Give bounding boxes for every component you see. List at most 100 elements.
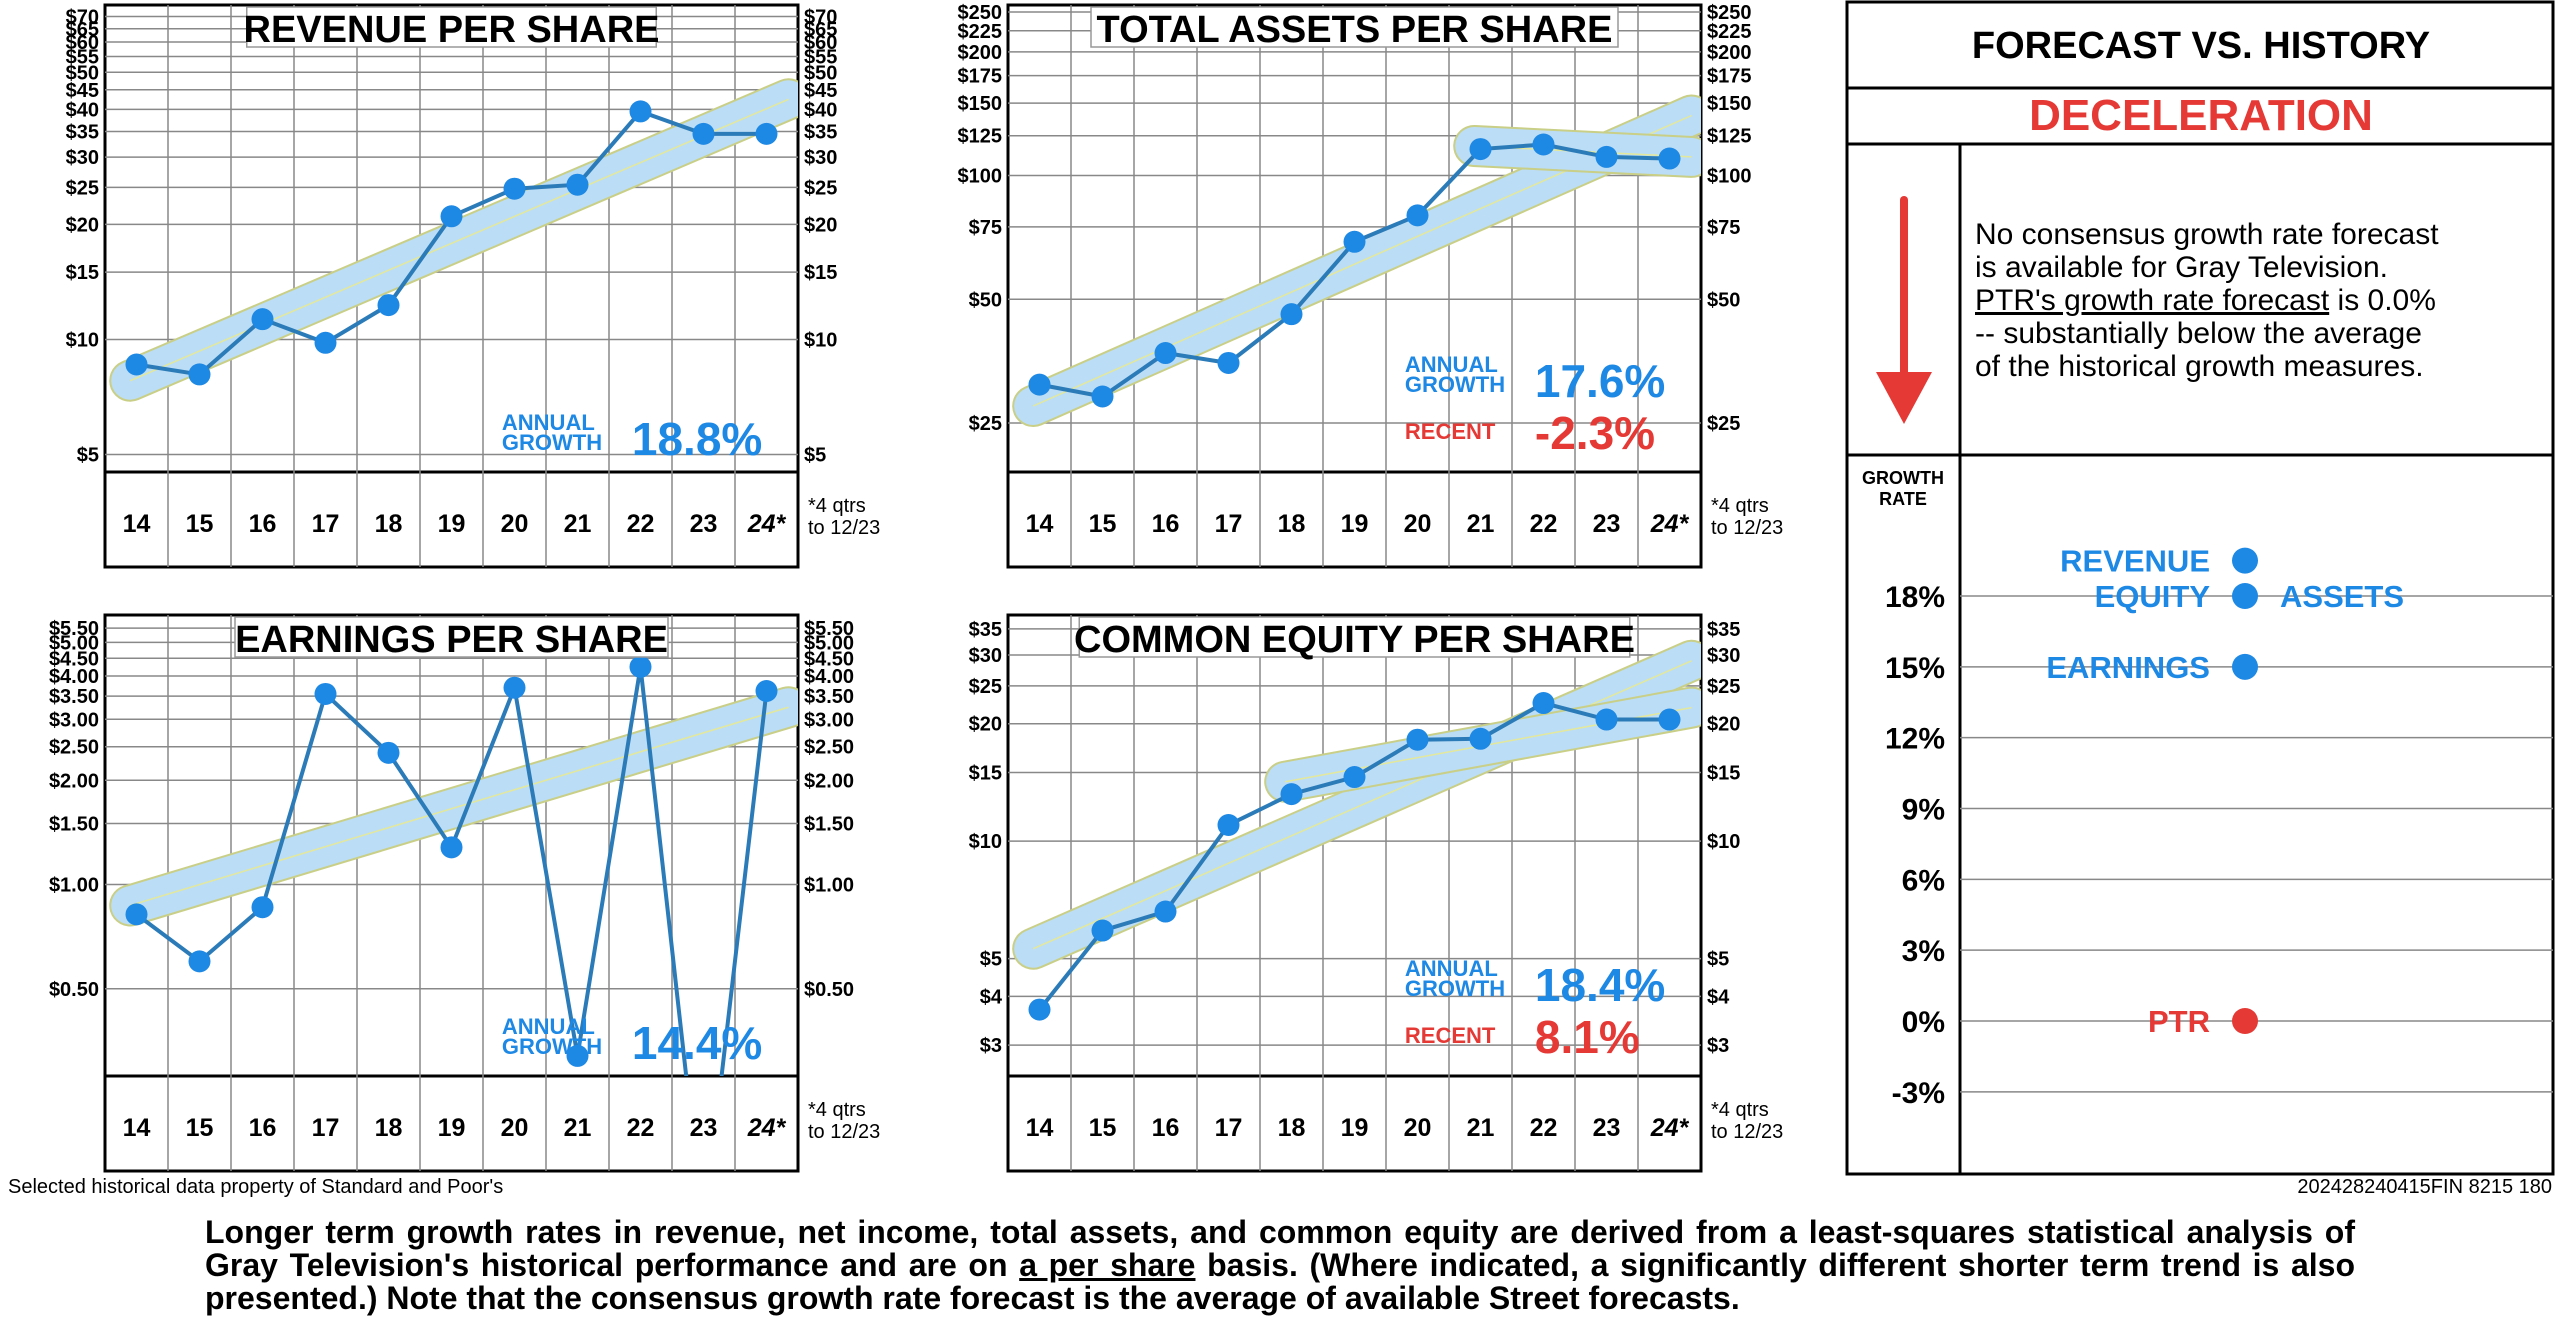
y-tick-right: $55 bbox=[804, 46, 837, 68]
data-point-14 bbox=[125, 903, 148, 926]
y-tick-left: $65 bbox=[66, 19, 99, 41]
y-tick-right: $60 bbox=[804, 32, 837, 54]
y-tick-left: $25 bbox=[969, 413, 1002, 435]
y-tick-right: $45 bbox=[804, 80, 837, 102]
y-tick-left: $5.50 bbox=[49, 618, 99, 640]
x-tick: 23 bbox=[1593, 510, 1621, 538]
y-tick-right: $250 bbox=[1707, 2, 1752, 24]
plot-frame bbox=[103, 3, 800, 569]
x-tick: 19 bbox=[1341, 510, 1369, 538]
forecast-text-line4: -- substantially below the average bbox=[1975, 317, 2422, 350]
forecast-vs-history-panel: FORECAST VS. HISTORY DECELERATION No con… bbox=[1845, 0, 2557, 1176]
trend-band-center bbox=[129, 706, 789, 907]
y-tick-right: $25 bbox=[1707, 413, 1740, 435]
data-point-21 bbox=[1469, 727, 1492, 750]
x-tick: 17 bbox=[312, 510, 340, 538]
x-tick: 23 bbox=[690, 510, 718, 538]
data-point-20 bbox=[503, 676, 526, 699]
forecast-subtitle: DECELERATION bbox=[2029, 91, 2373, 140]
chart-svg: $0.50 $0.50 $1.00 $1.00 $1.50 $1.50 $2.00 $2.00… bbox=[49, 613, 880, 1173]
data-point-22 bbox=[1532, 692, 1555, 715]
data-point-14 bbox=[1028, 998, 1051, 1021]
x-tick: 14 bbox=[1026, 1114, 1054, 1142]
data-point-16 bbox=[251, 308, 274, 331]
y-tick-left: $30 bbox=[66, 147, 99, 169]
forecast-grid: 18% 15% 12% 9% 6% 3% 0% -3% bbox=[1885, 581, 2553, 1110]
data-point-15 bbox=[1091, 385, 1114, 408]
data-point-24* bbox=[1658, 147, 1681, 170]
earnings-per-share-chart: $0.50 $0.50 $1.00 $1.00 $1.50 $1.50 $2.00 $2.00… bbox=[10, 610, 890, 1176]
y-tick-right: $100 bbox=[1707, 166, 1752, 188]
y-tick-left: $5 bbox=[980, 949, 1002, 971]
y-tick-right: $3.50 bbox=[804, 686, 854, 708]
growth-value: 14.4% bbox=[632, 1017, 762, 1069]
y-tick-left: $4.00 bbox=[49, 666, 99, 688]
y-tick-right: $15 bbox=[804, 262, 837, 284]
x-tick: 18 bbox=[1278, 510, 1306, 538]
plot-frame bbox=[1006, 3, 1703, 569]
y-tick-right: $50 bbox=[1707, 289, 1740, 311]
y-tick-left: $15 bbox=[66, 262, 99, 284]
data-point-15 bbox=[188, 950, 211, 973]
y-tick-right: $10 bbox=[804, 329, 837, 351]
report-code: 202428240415FIN 8215 180 bbox=[2297, 1176, 2552, 1198]
y-tick-left: $50 bbox=[66, 62, 99, 84]
y-tick-left: $225 bbox=[958, 21, 1003, 43]
x-tick: 20 bbox=[501, 1114, 529, 1142]
y-tick-left: $35 bbox=[969, 619, 1002, 641]
y-tick-right: $2.00 bbox=[804, 770, 854, 792]
y-tick-right: $4.00 bbox=[804, 666, 854, 688]
fc-y-tick: 18% bbox=[1885, 581, 1945, 614]
data-point-21 bbox=[566, 173, 589, 196]
data-point-17 bbox=[314, 682, 337, 705]
y-tick-right: $3 bbox=[1707, 1035, 1729, 1057]
data-point-18 bbox=[1280, 783, 1303, 806]
x-note-1: *4 qtrs bbox=[808, 1099, 866, 1121]
data-point-23 bbox=[1595, 145, 1618, 168]
x-tick: 16 bbox=[1152, 510, 1180, 538]
data-point-17 bbox=[1217, 351, 1240, 374]
growth-label-1: ANNUAL bbox=[502, 1014, 595, 1039]
data-point-16 bbox=[251, 896, 274, 919]
fc-point-label: PTR bbox=[2148, 1004, 2210, 1039]
x-tick: 17 bbox=[1215, 510, 1243, 538]
y-tick-right: $35 bbox=[804, 122, 837, 144]
total-assets-per-share-chart: $25 $25 $50 $50 $75 $75 $100 $100 $125 $125 $150 $1… bbox=[913, 0, 1793, 572]
forecast-text-line3: PTR's growth rate forecast is 0.0% bbox=[1975, 284, 2436, 317]
x-tick: 22 bbox=[1530, 510, 1558, 538]
y-tick-left: $10 bbox=[66, 329, 99, 351]
y-tick-right: $5.50 bbox=[804, 618, 854, 640]
data-point-15 bbox=[1091, 919, 1114, 942]
x-tick: 18 bbox=[1278, 1114, 1306, 1142]
fc-point-label: EQUITY bbox=[2095, 579, 2211, 614]
data-point-22 bbox=[629, 100, 652, 123]
growth-label-2: GROWTH bbox=[1405, 976, 1505, 1001]
x-tick: 16 bbox=[249, 1114, 277, 1142]
deceleration-arrow-icon bbox=[1876, 196, 1932, 424]
fc-point-ptr bbox=[2232, 1008, 2258, 1034]
chart-title: REVENUE PER SHARE bbox=[244, 9, 660, 51]
forecast-text-line3-rest: is 0.0% bbox=[2329, 284, 2436, 317]
y-tick-left: $35 bbox=[66, 122, 99, 144]
recent-value: 8.1% bbox=[1535, 1011, 1640, 1063]
x-tick: 15 bbox=[1089, 510, 1117, 538]
x-note-1: *4 qtrs bbox=[1711, 1099, 1769, 1121]
fc-point-earnings bbox=[2232, 653, 2258, 680]
y-tick-left: $30 bbox=[969, 645, 1002, 667]
data-point-14 bbox=[1028, 373, 1051, 396]
forecast-text-line1: No consensus growth rate forecast bbox=[1975, 218, 2439, 251]
y-tick-left: $60 bbox=[66, 32, 99, 54]
data-point-16 bbox=[1154, 900, 1177, 923]
x-tick: 22 bbox=[627, 1114, 655, 1142]
y-tick-left: $10 bbox=[969, 831, 1002, 853]
x-tick: 15 bbox=[186, 1114, 214, 1142]
plot-area bbox=[1012, 639, 1701, 1021]
plot-frame bbox=[1006, 613, 1703, 1173]
chart-svg: $3 $3 $4 $4 $5 $5 $10 $10 $15 $15 $20 $20 $25 $25 $30 $… bbox=[969, 613, 1783, 1173]
x-tick: 14 bbox=[123, 510, 151, 538]
methodology-note: Longer term growth rates in revenue, net… bbox=[205, 1216, 2355, 1315]
growth-rate-label-1: GROWTH bbox=[1862, 468, 1944, 488]
y-tick-left: $150 bbox=[958, 93, 1003, 115]
y-tick-left: $20 bbox=[66, 214, 99, 236]
